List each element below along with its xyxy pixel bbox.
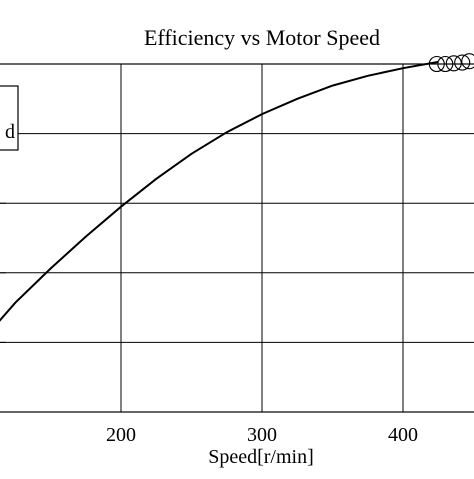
data-point-marker (445, 55, 462, 72)
series-line (0, 60, 439, 322)
y-axis-ticks (0, 133, 6, 343)
x-tick-label: 200 (106, 424, 136, 446)
x-axis-ticks: 200 300 400 (106, 406, 418, 446)
data-point-marker (461, 53, 474, 70)
series-layer (0, 53, 474, 322)
x-axis-label: Speed[r/min] (208, 446, 314, 468)
chart-title: Efficiency vs Motor Speed (144, 25, 380, 50)
x-tick-label: 300 (247, 424, 277, 446)
data-point-marker (454, 54, 471, 71)
grid-lines (0, 64, 474, 412)
x-tick-label: 400 (388, 424, 418, 446)
legend-box (0, 85, 19, 151)
plot-area-frame (0, 63, 474, 413)
legend-entry-text: d (5, 121, 15, 143)
data-point-marker (428, 55, 445, 73)
data-point-marker (437, 55, 454, 73)
legend: d (0, 85, 19, 151)
